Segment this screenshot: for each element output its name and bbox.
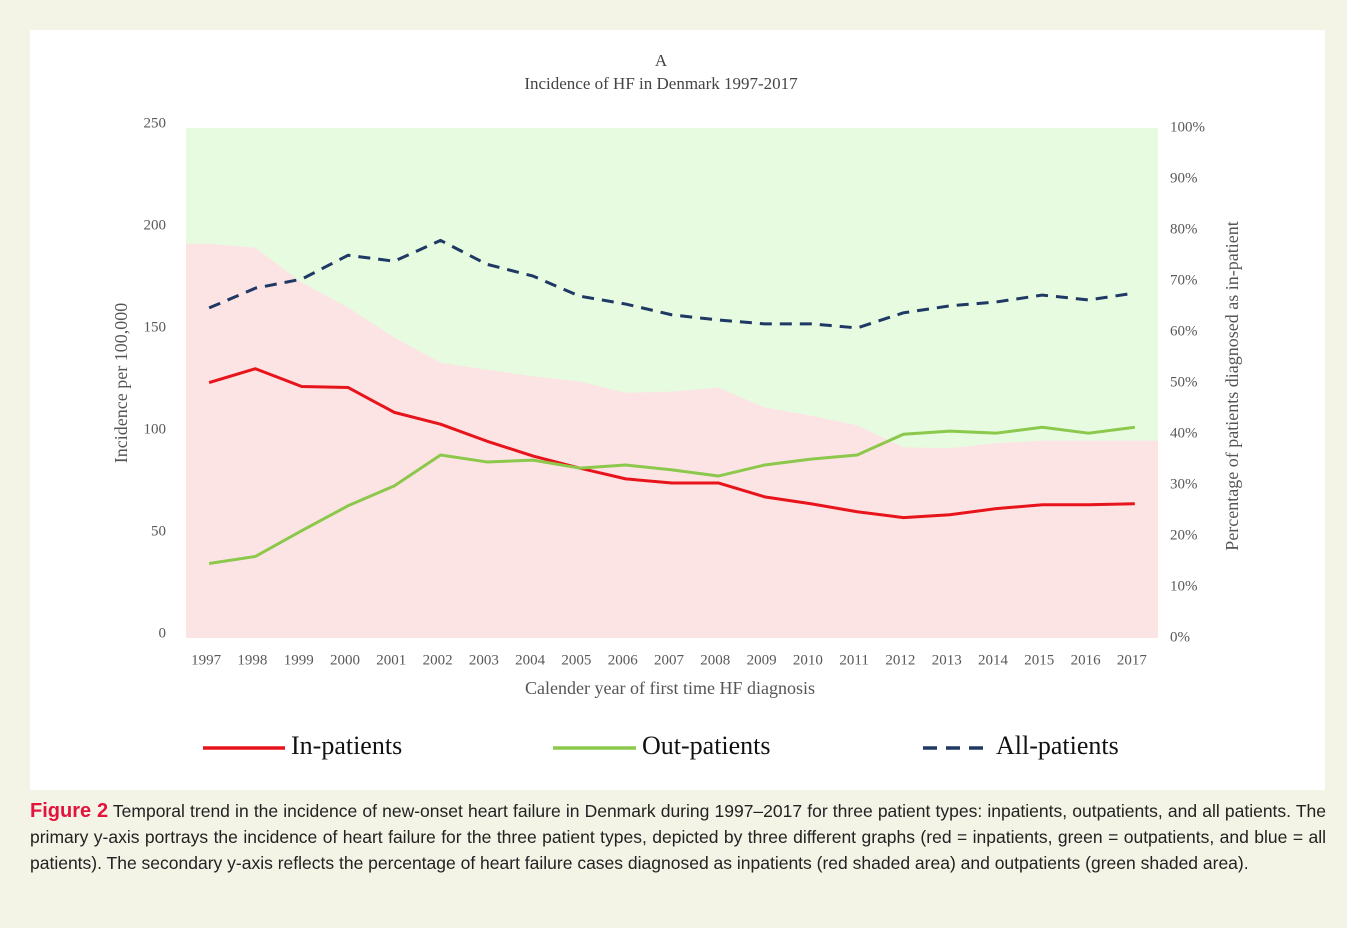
x-tick-label: 2009 xyxy=(747,652,777,668)
y-tick-label: 50 xyxy=(151,523,166,539)
x-tick-label: 2002 xyxy=(423,652,453,668)
y2-tick-label: 40% xyxy=(1170,425,1198,441)
x-tick-label: 2010 xyxy=(793,652,823,668)
y2-tick-label: 30% xyxy=(1170,476,1198,492)
y2-tick-label: 10% xyxy=(1170,578,1198,594)
chart-subtitle: Incidence of HF in Denmark 1997-2017 xyxy=(524,74,798,93)
x-tick-label: 2011 xyxy=(839,652,868,668)
y-tick-label: 150 xyxy=(144,319,167,335)
y2-tick-label: 80% xyxy=(1170,221,1198,237)
series-line xyxy=(208,367,1135,520)
legend-label: Out-patients xyxy=(642,731,771,760)
y2-tick-label: 20% xyxy=(1170,527,1198,543)
x-tick-label: 1997 xyxy=(191,652,222,668)
shaded-area xyxy=(209,243,1135,638)
y2-tick-label: 60% xyxy=(1170,323,1198,339)
caption-label: Figure 2 xyxy=(30,800,109,822)
x-tick-label: 2004 xyxy=(515,652,546,668)
x-tick-label: 1999 xyxy=(284,652,314,668)
y2-tick-label: 50% xyxy=(1170,374,1198,390)
y2-tick-label: 100% xyxy=(1170,119,1205,135)
chart: A Incidence of HF in Denmark 1997-2017 C… xyxy=(111,51,1242,760)
x-tick-label: 2003 xyxy=(469,652,499,668)
y2-tick-label: 70% xyxy=(1170,272,1198,288)
x-tick-label: 2014 xyxy=(978,652,1009,668)
x-tick-label: 2005 xyxy=(561,652,591,668)
y2-axis-label: Percentage of patients diagnosed as in-p… xyxy=(1222,221,1242,550)
x-tick-label: 1998 xyxy=(237,652,267,668)
y2-tick-label: 0% xyxy=(1170,629,1190,645)
y-tick-label: 200 xyxy=(144,217,167,233)
y2-tick-label: 90% xyxy=(1170,170,1198,186)
x-tick-label: 2008 xyxy=(700,652,730,668)
shaded-area-edge xyxy=(1134,440,1158,638)
legend-label: All-patients xyxy=(996,731,1119,760)
x-tick-label: 2001 xyxy=(376,652,406,668)
x-tick-label: 2006 xyxy=(608,652,639,668)
y-tick-label: 250 xyxy=(144,115,167,131)
y-axis-label: Incidence per 100,000 xyxy=(111,303,131,463)
shaded-area-edge xyxy=(186,243,210,638)
x-tick-label: 2017 xyxy=(1117,652,1148,668)
y-tick-label: 100 xyxy=(144,421,167,437)
chart-title: A xyxy=(655,51,668,70)
legend-label: In-patients xyxy=(291,731,402,760)
series-line xyxy=(208,238,1136,330)
x-tick-label: 2000 xyxy=(330,652,360,668)
x-tick-label: 2013 xyxy=(932,652,962,668)
y-tick-label: 0 xyxy=(159,625,167,641)
x-tick-label: 2015 xyxy=(1024,652,1054,668)
figure-caption: Figure 2 Temporal trend in the incidence… xyxy=(30,798,1326,876)
x-axis-label: Calender year of first time HF diagnosis xyxy=(525,678,815,698)
series-line xyxy=(208,425,1136,566)
x-tick-label: 2016 xyxy=(1071,652,1102,668)
caption-text: Temporal trend in the incidence of new-o… xyxy=(30,801,1327,873)
x-tick-label: 2012 xyxy=(885,652,915,668)
x-tick-label: 2007 xyxy=(654,652,685,668)
